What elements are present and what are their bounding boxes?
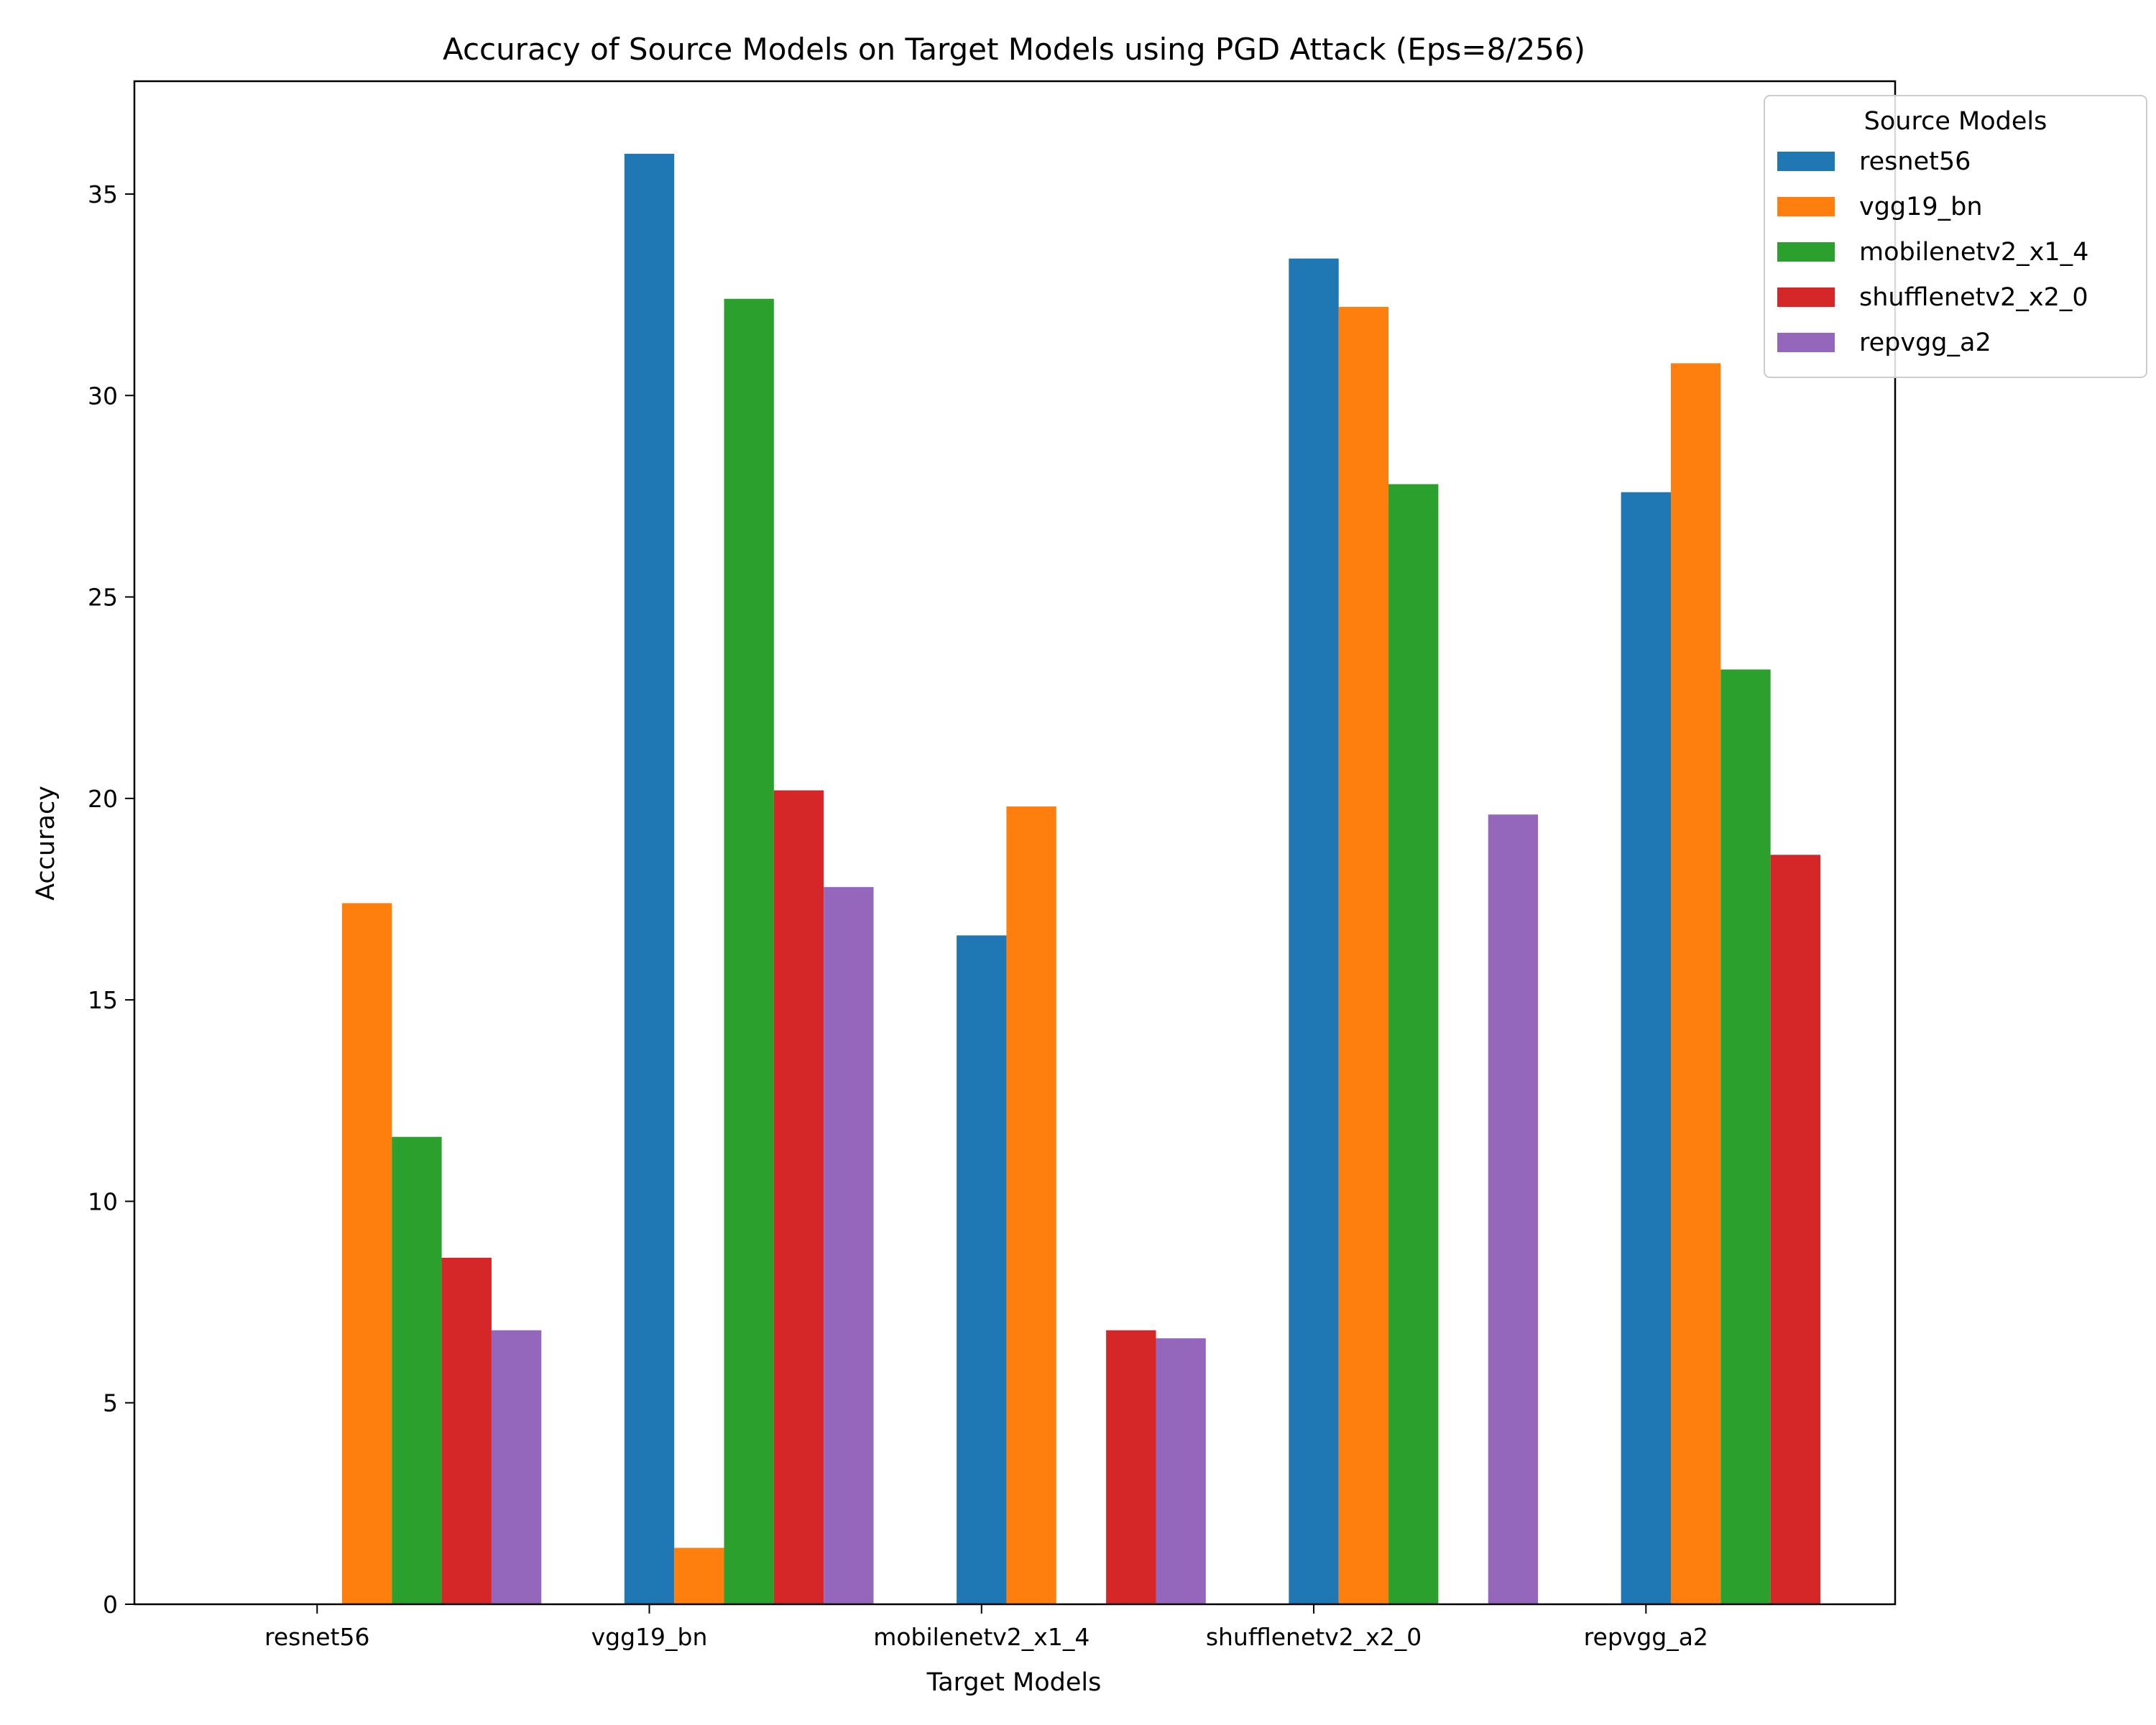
bar-shufflenetv2_x2_0-vgg19_bn xyxy=(773,790,824,1604)
bar-mobilenetv2_x1_4-resnet56 xyxy=(392,1136,442,1604)
bar-vgg19_bn-shufflenetv2_x2_0 xyxy=(1338,306,1389,1605)
x-tick-label: mobilenetv2_x1_4 xyxy=(873,1623,1089,1651)
bar-resnet56-vgg19_bn xyxy=(624,153,675,1604)
axes: 0 5 10 15 20 25 30 35 resnet56 vgg19_bn mobilenetv… xyxy=(88,80,1897,1651)
y-axis-title: Accuracy xyxy=(32,786,60,901)
bar-mobilenetv2_x1_4-repvgg_a2 xyxy=(1720,669,1771,1605)
bar-repvgg_a2-vgg19_bn xyxy=(824,887,874,1604)
legend-swatch-shufflenetv2_x2_0 xyxy=(1777,288,1835,307)
bar-shufflenetv2_x2_0-resnet56 xyxy=(441,1257,492,1604)
y-tick-label: 25 xyxy=(88,584,118,612)
y-tick-label: 10 xyxy=(88,1187,118,1215)
y-tick-label: 5 xyxy=(103,1389,118,1417)
bar-vgg19_bn-mobilenetv2_x1_4 xyxy=(1006,806,1056,1604)
x-tick-label: repvgg_a2 xyxy=(1584,1623,1708,1651)
bar-resnet56-mobilenetv2_x1_4 xyxy=(957,935,1007,1604)
y-tick-label: 15 xyxy=(88,986,118,1014)
x-tick-label: vgg19_bn xyxy=(591,1623,708,1651)
x-axis-title: Target Models xyxy=(926,1668,1102,1697)
x-tick-label: shufflenetv2_x2_0 xyxy=(1206,1623,1422,1651)
y-tick-label: 0 xyxy=(103,1591,118,1619)
bar-mobilenetv2_x1_4-vgg19_bn xyxy=(724,298,774,1605)
y-tick-label: 20 xyxy=(88,785,118,813)
y-tick-label: 35 xyxy=(88,180,118,208)
legend-label-repvgg_a2: repvgg_a2 xyxy=(1859,328,1991,357)
bar-vgg19_bn-vgg19_bn xyxy=(674,1547,724,1604)
bar-repvgg_a2-shufflenetv2_x2_0 xyxy=(1488,814,1539,1604)
bar-mobilenetv2_x1_4-shufflenetv2_x2_0 xyxy=(1388,484,1439,1604)
legend-title: Source Models xyxy=(1864,107,2047,136)
bar-vgg19_bn-repvgg_a2 xyxy=(1670,363,1721,1604)
bar-resnet56-shufflenetv2_x2_0 xyxy=(1289,258,1339,1604)
x-tick-label: resnet56 xyxy=(264,1623,370,1651)
bar-repvgg_a2-mobilenetv2_x1_4 xyxy=(1156,1338,1206,1604)
y-tick-label: 30 xyxy=(88,382,118,410)
legend-swatch-repvgg_a2 xyxy=(1777,333,1835,352)
legend-label-vgg19_bn: vgg19_bn xyxy=(1859,193,1983,221)
legend-swatch-mobilenetv2_x1_4 xyxy=(1777,242,1835,262)
legend: Source Models resnet56 vgg19_bn mobilenetv2… xyxy=(1764,95,2147,378)
bar-shufflenetv2_x2_0-repvgg_a2 xyxy=(1770,855,1820,1604)
bar-resnet56-repvgg_a2 xyxy=(1621,492,1671,1604)
bar-shufflenetv2_x2_0-mobilenetv2_x1_4 xyxy=(1106,1330,1156,1604)
legend-label-resnet56: resnet56 xyxy=(1859,147,1971,176)
bars xyxy=(341,153,1820,1605)
bar-repvgg_a2-resnet56 xyxy=(491,1330,542,1604)
plot-frame xyxy=(133,80,1897,1606)
legend-swatch-vgg19_bn xyxy=(1777,197,1835,216)
legend-box xyxy=(1764,95,2147,378)
bar-vgg19_bn-resnet56 xyxy=(341,903,392,1604)
chart-title: Accuracy of Source Models on Target Mode… xyxy=(443,32,1585,67)
legend-label-shufflenetv2_x2_0: shufflenetv2_x2_0 xyxy=(1859,283,2088,312)
legend-swatch-resnet56 xyxy=(1777,152,1835,171)
legend-label-mobilenetv2_x1_4: mobilenetv2_x1_4 xyxy=(1859,238,2088,267)
